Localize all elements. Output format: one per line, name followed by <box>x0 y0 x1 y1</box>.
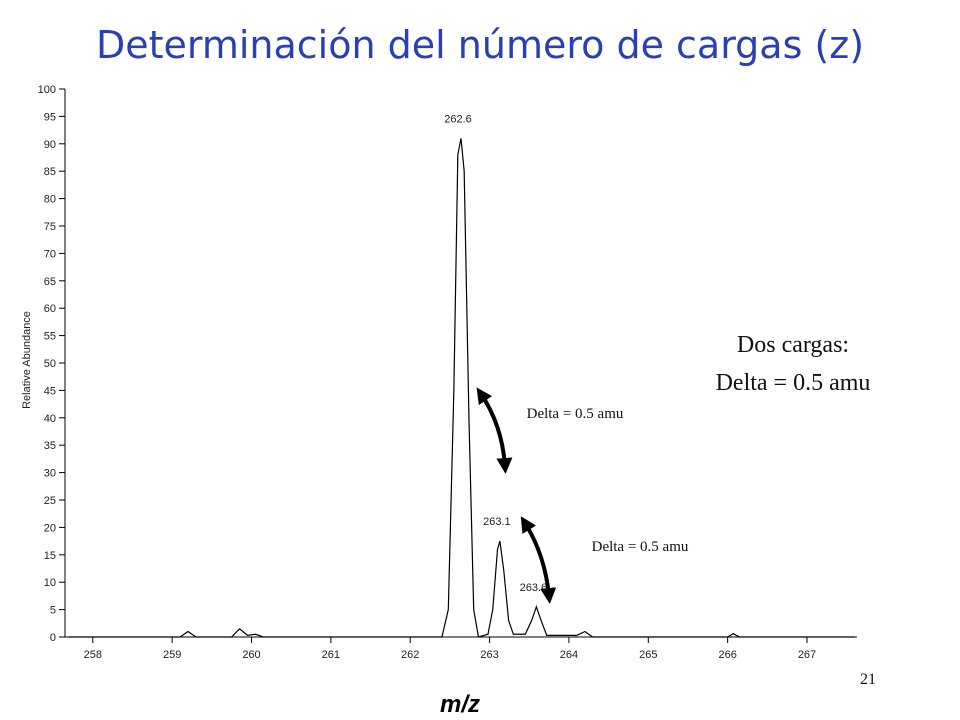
x-tick-label: 263 <box>480 649 498 661</box>
x-tick-label: 266 <box>718 649 736 661</box>
peak-label: 263.6 <box>520 582 548 594</box>
y-tick-label: 85 <box>44 166 56 178</box>
y-tick-label: 100 <box>38 84 56 96</box>
y-tick-label: 25 <box>44 495 56 507</box>
x-tick-label: 259 <box>163 649 181 661</box>
x-tick-label: 264 <box>560 649 578 661</box>
x-tick-label: 262 <box>401 649 419 661</box>
y-tick-label: 30 <box>44 468 56 480</box>
peak-label: 263.1 <box>483 516 511 528</box>
annotation: Delta = 0.5 amu <box>592 539 689 555</box>
y-tick-label: 55 <box>44 331 56 343</box>
note-line: Delta = 0.5 amu <box>716 370 871 396</box>
y-tick-label: 5 <box>50 605 56 617</box>
y-tick-label: 60 <box>44 303 56 315</box>
x-tick-label: 260 <box>242 649 260 661</box>
y-tick-label: 35 <box>44 440 56 452</box>
x-tick-label: 258 <box>84 649 102 661</box>
y-tick-label: 70 <box>44 248 56 260</box>
x-axis-label: m/z <box>440 691 480 718</box>
x-tick-label: 267 <box>798 649 816 661</box>
arrow <box>476 387 513 474</box>
spectrum-line <box>68 138 855 638</box>
y-tick-label: 40 <box>44 413 56 425</box>
y-tick-label: 75 <box>44 221 56 233</box>
y-axis-label: Relative Abundance <box>21 311 33 409</box>
annotation: Delta = 0.5 amu <box>527 406 624 422</box>
x-tick-label: 261 <box>322 649 340 661</box>
page-number: 21 <box>860 671 876 688</box>
y-tick-label: 50 <box>44 358 56 370</box>
x-tick-label: 265 <box>639 649 657 661</box>
y-tick-label: 0 <box>50 632 56 644</box>
plot: 0 5 10 15 20 25 30 35 40 45 50 55 60 65 70 75 80 85 90 95 10… <box>38 84 857 661</box>
y-tick-label: 10 <box>44 577 56 589</box>
y-tick-label: 15 <box>44 550 56 562</box>
note-line: Dos cargas: <box>737 332 849 358</box>
y-tick-label: 45 <box>44 385 56 397</box>
chart-title: Determinación del número de cargas (z) <box>96 23 864 67</box>
y-tick-label: 65 <box>44 276 56 288</box>
y-tick-label: 80 <box>44 194 56 206</box>
y-tick-label: 95 <box>44 111 56 123</box>
y-tick-label: 90 <box>44 139 56 151</box>
peak-label: 262.6 <box>444 113 472 125</box>
arrow <box>520 516 557 604</box>
y-tick-label: 20 <box>44 522 56 534</box>
